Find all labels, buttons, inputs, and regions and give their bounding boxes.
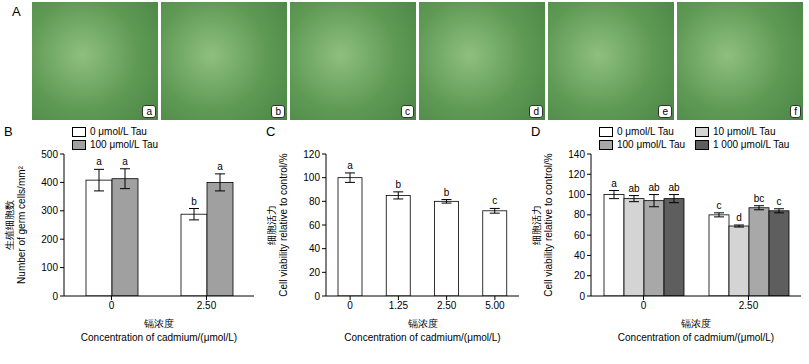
svg-text:a: a <box>96 156 102 167</box>
svg-text:c: c <box>777 196 782 207</box>
svg-text:a: a <box>217 161 223 172</box>
svg-text:60: 60 <box>574 230 586 241</box>
svg-text:生殖细胞数: 生殖细胞数 <box>4 200 15 250</box>
html-text:10 μmol/L Tau: 10 μmol/L Tau <box>713 126 776 137</box>
svg-text:2.50: 2.50 <box>437 300 457 311</box>
svg-text:0: 0 <box>347 300 353 311</box>
html-text:Concentration of cadmium/(μmol: Concentration of cadmium/(μmol/L) <box>617 332 775 343</box>
html-text:Concentration of cadmium/(μmol: Concentration of cadmium/(μmol/L) <box>344 332 501 343</box>
html-text:0 μmol/L Tau: 0 μmol/L Tau <box>90 126 147 137</box>
svg-text:40: 40 <box>574 250 586 261</box>
svg-text:100: 100 <box>303 172 320 183</box>
html-text:100 μmol/L Tau: 100 μmol/L Tau <box>90 139 158 150</box>
svg-text:Number of germ cells/mm²: Number of germ cells/mm² <box>16 165 27 283</box>
svg-text:a: a <box>122 156 128 167</box>
html-text:A: A <box>12 4 21 19</box>
html-text:镉浓度: 镉浓度 <box>681 318 711 329</box>
svg-text:Cell viability relative to con: Cell viability relative to control/% <box>543 153 554 296</box>
html-text:e: e <box>662 106 668 117</box>
html-text:B: B <box>4 124 13 139</box>
svg-text:0: 0 <box>641 300 647 311</box>
svg-text:400: 400 <box>41 177 58 188</box>
svg-text:80: 80 <box>574 209 586 220</box>
svg-text:c: c <box>492 195 497 206</box>
svg-text:20: 20 <box>574 270 586 281</box>
html-text:100 μmol/L Tau: 100 μmol/L Tau <box>617 139 685 150</box>
html-text:C: C <box>266 124 276 139</box>
svg-text:0: 0 <box>579 291 585 302</box>
svg-text:2.50: 2.50 <box>197 300 217 311</box>
html-text:1 000 μmol/L Tau: 1 000 μmol/L Tau <box>713 139 790 150</box>
svg-text:ab: ab <box>648 182 660 193</box>
svg-text:120: 120 <box>303 149 320 160</box>
svg-text:bc: bc <box>754 193 765 204</box>
html-text:d: d <box>533 106 539 117</box>
svg-text:b: b <box>191 196 197 207</box>
svg-text:120: 120 <box>568 169 585 180</box>
svg-text:80: 80 <box>309 196 321 207</box>
svg-text:细胞活力: 细胞活力 <box>531 205 542 245</box>
svg-text:40: 40 <box>309 243 321 254</box>
svg-text:20: 20 <box>309 267 321 278</box>
html-text:c: c <box>405 106 410 117</box>
svg-text:a: a <box>611 178 617 189</box>
svg-text:a: a <box>347 160 353 171</box>
svg-text:500: 500 <box>41 149 58 160</box>
svg-text:ab: ab <box>668 182 680 193</box>
svg-text:100: 100 <box>41 262 58 273</box>
svg-text:0: 0 <box>52 291 58 302</box>
svg-text:5.00: 5.00 <box>485 300 505 311</box>
svg-text:0: 0 <box>109 300 115 311</box>
svg-text:b: b <box>444 187 450 198</box>
html-text:Concentration of cadmium/(μmol: Concentration of cadmium/(μmol/L) <box>80 332 238 343</box>
svg-text:ab: ab <box>628 183 640 194</box>
svg-text:细胞活力: 细胞活力 <box>266 205 277 245</box>
svg-text:200: 200 <box>41 234 58 245</box>
svg-text:300: 300 <box>41 205 58 216</box>
html-text:0 μmol/L Tau: 0 μmol/L Tau <box>617 126 674 137</box>
svg-text:60: 60 <box>309 220 321 231</box>
svg-text:d: d <box>736 212 742 223</box>
svg-text:140: 140 <box>568 149 585 160</box>
svg-text:1.25: 1.25 <box>389 300 409 311</box>
svg-text:100: 100 <box>568 189 585 200</box>
html-text:b: b <box>275 106 281 117</box>
html-text:a: a <box>146 106 152 117</box>
html-text:镉浓度: 镉浓度 <box>144 318 174 329</box>
svg-text:c: c <box>717 200 722 211</box>
svg-text:Cell viability relative to con: Cell viability relative to control/% <box>278 153 289 296</box>
html-text:f: f <box>794 106 797 117</box>
svg-text:2.50: 2.50 <box>739 300 759 311</box>
html-text:镉浓度: 镉浓度 <box>407 318 438 329</box>
html-text:D: D <box>531 124 541 139</box>
svg-text:0: 0 <box>314 291 320 302</box>
svg-text:b: b <box>395 179 401 190</box>
